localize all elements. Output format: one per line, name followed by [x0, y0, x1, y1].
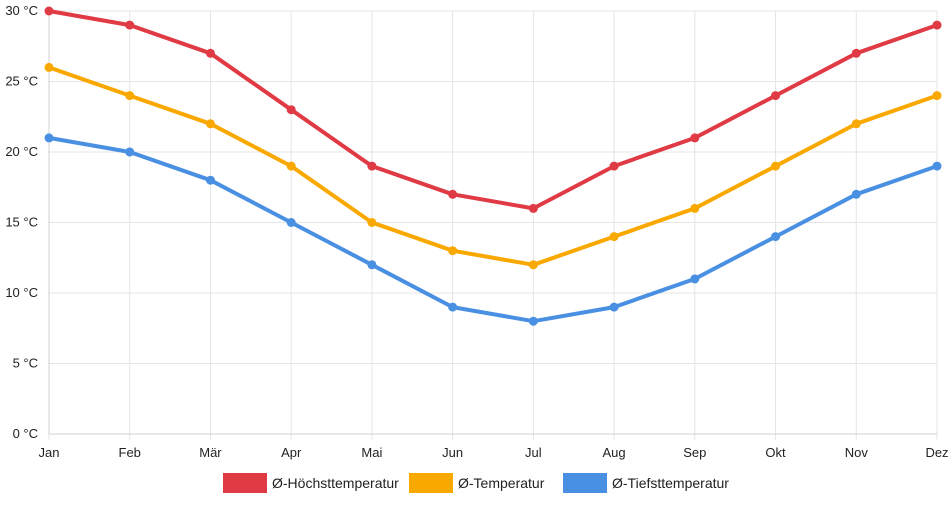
data-point[interactable]	[448, 302, 458, 312]
y-tick-label: 0 °C	[13, 426, 38, 441]
series-line	[47, 135, 939, 324]
legend-swatch	[223, 473, 267, 493]
data-point[interactable]	[609, 232, 619, 242]
legend-item[interactable]: Ø-Tiefsttemperatur	[563, 473, 729, 493]
data-point[interactable]	[932, 91, 942, 101]
legend[interactable]: Ø-Höchsttemperatur Ø-Temperatur Ø-Tiefstte…	[223, 473, 729, 493]
data-point[interactable]	[44, 133, 54, 143]
data-point[interactable]	[690, 274, 700, 284]
data-point[interactable]	[125, 147, 135, 157]
data-point[interactable]	[286, 161, 296, 171]
x-tick-label: Jun	[442, 445, 463, 460]
data-point[interactable]	[690, 133, 700, 143]
legend-swatch	[563, 473, 607, 493]
legend-item[interactable]: Ø-Höchsttemperatur	[223, 473, 399, 493]
series-line	[47, 9, 939, 211]
data-point[interactable]	[367, 161, 377, 171]
x-tick-label: Okt	[765, 445, 786, 460]
data-point[interactable]	[44, 6, 54, 16]
legend-label: Ø-Tiefsttemperatur	[612, 475, 729, 491]
data-point[interactable]	[448, 189, 458, 199]
data-point[interactable]	[528, 203, 538, 213]
data-point[interactable]	[448, 246, 458, 256]
data-point[interactable]	[205, 175, 215, 185]
series-group	[44, 6, 942, 213]
data-point[interactable]	[932, 20, 942, 30]
x-tick-label: Jul	[525, 445, 542, 460]
data-point[interactable]	[205, 48, 215, 58]
y-tick-label: 20 °C	[5, 144, 38, 159]
data-point[interactable]	[528, 316, 538, 326]
series-group	[44, 133, 942, 326]
axes: 0 °C 5 °C 10 °C 15 °C 20 °C 25 °C 30 °C Jan Feb M…	[5, 3, 948, 460]
y-tick-label: 5 °C	[13, 356, 38, 371]
data-point[interactable]	[771, 232, 781, 242]
data-point[interactable]	[286, 105, 296, 115]
data-point[interactable]	[609, 161, 619, 171]
data-point[interactable]	[125, 20, 135, 30]
x-tick-label: Nov	[845, 445, 869, 460]
grid	[48, 10, 938, 440]
data-point[interactable]	[528, 260, 538, 270]
data-point[interactable]	[205, 119, 215, 129]
x-tick-label: Jan	[39, 445, 60, 460]
series	[44, 6, 942, 326]
data-point[interactable]	[771, 161, 781, 171]
x-tick-label: Feb	[119, 445, 141, 460]
legend-item[interactable]: Ø-Temperatur	[409, 473, 545, 493]
data-point[interactable]	[851, 189, 861, 199]
data-point[interactable]	[851, 119, 861, 129]
legend-swatch	[409, 473, 453, 493]
x-tick-label: Dez	[925, 445, 948, 460]
data-point[interactable]	[690, 203, 700, 213]
series-group	[44, 62, 942, 270]
x-tick-label: Sep	[683, 445, 706, 460]
x-tick-label: Mär	[199, 445, 222, 460]
y-tick-label: 30 °C	[5, 3, 38, 18]
data-point[interactable]	[367, 260, 377, 270]
data-point[interactable]	[851, 48, 861, 58]
x-tick-label: Aug	[603, 445, 626, 460]
legend-label: Ø-Höchsttemperatur	[272, 475, 399, 491]
y-tick-label: 25 °C	[5, 74, 38, 89]
data-point[interactable]	[125, 91, 135, 101]
data-point[interactable]	[367, 218, 377, 227]
y-tick-label: 10 °C	[5, 285, 38, 300]
data-point[interactable]	[771, 91, 781, 101]
x-tick-label: Mai	[361, 445, 382, 460]
data-point[interactable]	[44, 62, 54, 72]
legend-label: Ø-Temperatur	[458, 475, 545, 491]
series-line	[47, 65, 939, 267]
x-tick-label: Apr	[281, 445, 302, 460]
data-point[interactable]	[609, 302, 619, 312]
data-point[interactable]	[286, 218, 296, 227]
y-tick-label: 15 °C	[5, 215, 38, 230]
data-point[interactable]	[932, 161, 942, 171]
